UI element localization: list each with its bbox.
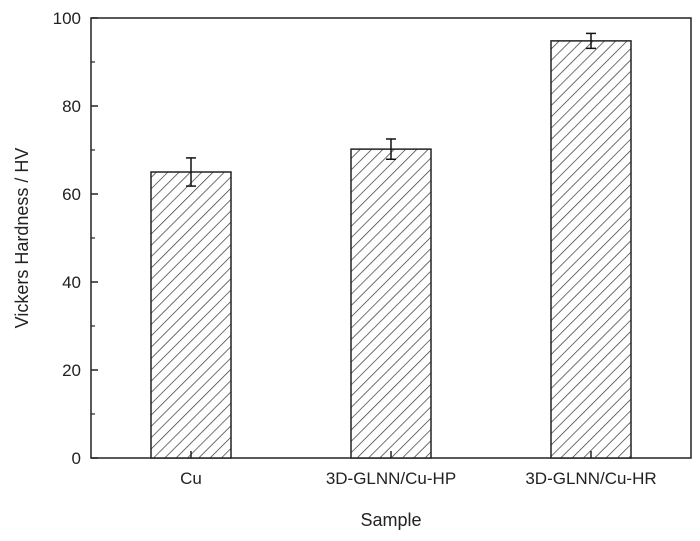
y-axis: 0 20 40 60 80 100 bbox=[53, 9, 98, 468]
y-tick-label: 40 bbox=[62, 273, 81, 292]
error-bars-group bbox=[186, 32, 596, 187]
x-tick-label: Cu bbox=[180, 469, 202, 488]
y-tick-label: 20 bbox=[62, 361, 81, 380]
y-tick-label: 80 bbox=[62, 97, 81, 116]
x-tick-label: 3D-GLNN/Cu-HR bbox=[525, 469, 656, 488]
bar bbox=[350, 148, 432, 459]
y-tick-label: 100 bbox=[53, 9, 81, 28]
bar bbox=[150, 171, 232, 459]
y-tick-label: 0 bbox=[72, 449, 81, 468]
bar bbox=[550, 40, 632, 459]
bars-group bbox=[150, 40, 632, 459]
x-axis-title: Sample bbox=[360, 510, 421, 530]
y-axis-title: Vickers Hardness / HV bbox=[12, 148, 32, 329]
x-axis: Cu 3D-GLNN/Cu-HP 3D-GLNN/Cu-HR bbox=[180, 451, 657, 488]
y-tick-label: 60 bbox=[62, 185, 81, 204]
x-tick-label: 3D-GLNN/Cu-HP bbox=[326, 469, 456, 488]
